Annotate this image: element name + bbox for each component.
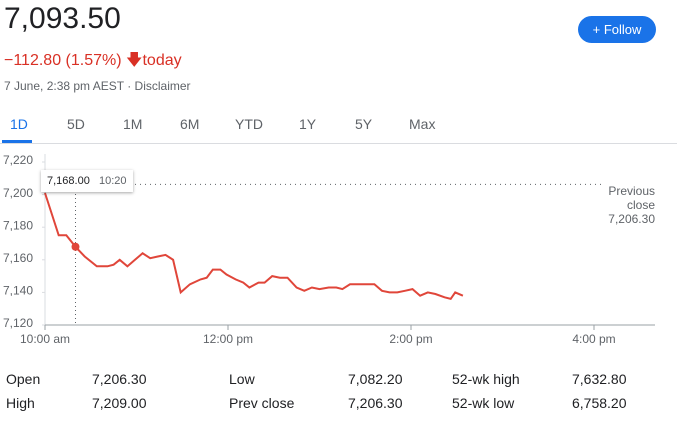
stat-value: 6,758.20: [572, 395, 627, 411]
tooltip-time: 10:20: [99, 175, 127, 187]
x-tick-label: 12:00 pm: [203, 332, 253, 346]
tab-underline: [2, 140, 32, 143]
previous-close-value: 7,206.30: [608, 212, 655, 226]
follow-button[interactable]: + Follow: [578, 16, 656, 43]
range-tab[interactable]: 1D: [10, 116, 28, 132]
range-tab[interactable]: 5D: [67, 116, 85, 132]
stat-label: 52-wk low: [452, 395, 515, 411]
stat-label: Open: [6, 371, 41, 387]
stat-value: 7,206.30: [348, 395, 403, 411]
stat-label: 52-wk high: [452, 371, 520, 387]
x-tick-label: 2:00 pm: [389, 332, 432, 346]
stat-value: 7,209.00: [92, 395, 147, 411]
change: −112.80 (1.57%) 🡇today: [4, 49, 182, 76]
price: 7,093.50: [4, 2, 121, 35]
down-arrow: 🡇: [126, 52, 143, 69]
range-tab[interactable]: 6M: [180, 116, 200, 132]
stat-value: 7,206.30: [92, 371, 147, 387]
tooltip: 7,168.00 10:20: [41, 170, 133, 192]
stat-label: High: [6, 395, 35, 411]
stat-label: Prev close: [229, 395, 295, 411]
hover-point: [71, 242, 80, 251]
tooltip-value: 7,168.00: [47, 175, 90, 187]
range-tab[interactable]: Max: [409, 116, 436, 132]
previous-close-label: Previous close 7,206.30: [585, 184, 655, 226]
y-tick-label: 7,180: [3, 218, 33, 232]
previous-close-text: Previous close: [608, 184, 655, 212]
timestamp: 7 June, 2:38 pm AEST: [4, 79, 124, 93]
follow-label[interactable]: Follow: [603, 22, 642, 37]
y-tick-label: 7,140: [3, 284, 33, 298]
x-tick-label: 10:00 am: [20, 332, 70, 346]
y-tick-label: 7,120: [3, 316, 33, 330]
stat-label: Low: [229, 371, 255, 387]
range-tab[interactable]: 1Y: [299, 116, 317, 132]
separator: [0, 143, 677, 144]
x-tick-label: 4:00 pm: [572, 332, 615, 346]
change-period: today: [142, 52, 182, 69]
stat-value: 7,082.20: [348, 371, 403, 387]
range-tab[interactable]: YTD: [235, 116, 263, 132]
y-tick-label: 7,200: [3, 186, 33, 200]
y-tick-label: 7,220: [3, 153, 33, 167]
meta: 7 June, 2:38 pm AEST · Disclaimer: [4, 79, 191, 93]
change-value: −112.80 (1.57%): [4, 52, 122, 69]
range-tab[interactable]: 1M: [123, 116, 143, 132]
disclaimer[interactable]: Disclaimer: [134, 79, 191, 93]
range-tab[interactable]: 5Y: [355, 116, 373, 132]
stat-value: 7,632.80: [572, 371, 627, 387]
price-line: [44, 192, 464, 301]
y-tick-label: 7,160: [3, 251, 33, 265]
